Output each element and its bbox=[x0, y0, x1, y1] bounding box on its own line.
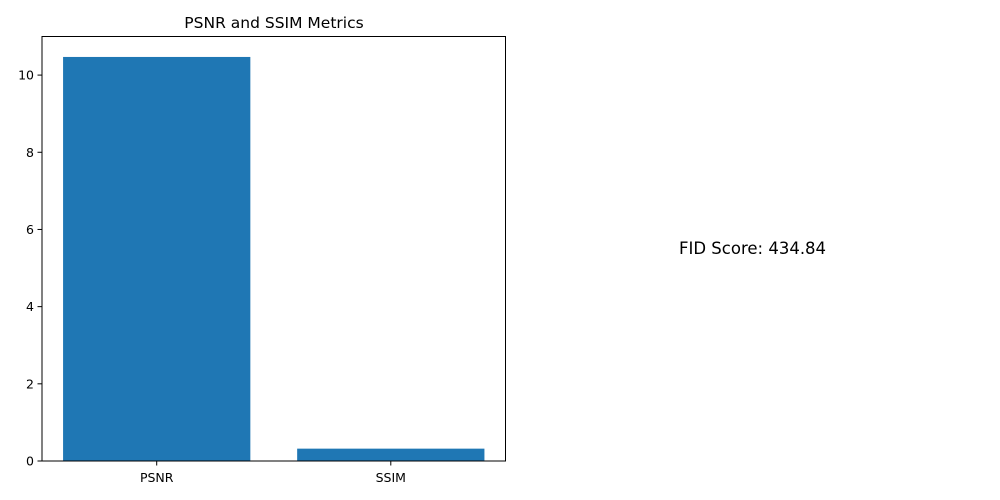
y-tick-label: 4 bbox=[26, 299, 34, 314]
bars bbox=[63, 56, 485, 461]
bar-psnr bbox=[63, 56, 251, 461]
x-tick-label: PSNR bbox=[140, 470, 174, 485]
y-tick-label: 8 bbox=[26, 145, 34, 160]
x-tick-label: SSIM bbox=[376, 470, 406, 485]
plot-frame bbox=[41, 36, 506, 462]
y-tick-label: 6 bbox=[26, 222, 34, 237]
x-axis: PSNR SSIM bbox=[140, 461, 406, 485]
y-tick-label: 10 bbox=[18, 68, 34, 83]
fid-score-text: FID Score: 434.84 bbox=[679, 239, 826, 258]
y-tick-label: 0 bbox=[26, 454, 34, 469]
bar-chart: PSNR and SSIM Metrics 0 2 4 6 8 10 PSNR SSIM bbox=[18, 14, 506, 485]
bar-ssim bbox=[297, 448, 485, 461]
chart-title: PSNR and SSIM Metrics bbox=[184, 14, 363, 32]
y-axis: 0 2 4 6 8 10 bbox=[18, 68, 42, 469]
y-tick-label: 2 bbox=[26, 376, 34, 391]
